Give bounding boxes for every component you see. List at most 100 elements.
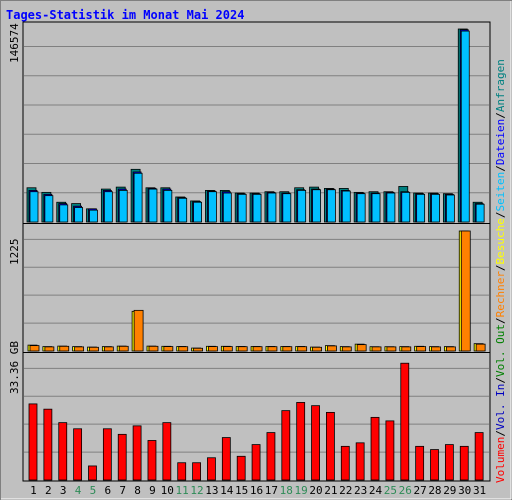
bar-requests-pages — [178, 197, 188, 223]
bar-requests-pages — [74, 207, 84, 223]
bar-volume-total — [266, 432, 276, 481]
bar-requests-pages — [341, 190, 351, 223]
bar-volume-total — [400, 362, 410, 481]
bar-requests-pages — [133, 172, 143, 223]
bar-volume-total — [385, 420, 395, 481]
bar-requests-pages — [475, 203, 485, 223]
x-tick-label: 25 — [384, 484, 397, 497]
bar-volume-total — [444, 444, 454, 481]
bar-requests-pages — [371, 193, 381, 223]
bar-requests-pages — [193, 201, 202, 223]
x-tick-label: 20 — [309, 484, 322, 497]
bar-volume-total — [102, 428, 112, 481]
bar-requests-pages — [267, 192, 277, 223]
bar-volume-total — [474, 432, 484, 481]
side-legend-entry: Besuche — [494, 218, 507, 264]
chart-title: Tages-Statistik im Monat Mai 2024 — [6, 8, 244, 22]
x-tick-label: 14 — [220, 484, 234, 497]
side-legend-entry: Seiten — [494, 172, 507, 212]
bar-requests-pages — [59, 204, 69, 223]
bar-visits-sites — [267, 346, 278, 352]
x-tick-label: 6 — [104, 484, 111, 497]
bar-requests-pages — [237, 193, 247, 223]
x-tick-label: 9 — [149, 484, 156, 497]
bar-visits-sites — [460, 230, 471, 352]
x-tick-label: 16 — [250, 484, 263, 497]
bar-volume-total — [251, 444, 261, 481]
bar-requests-pages — [89, 209, 98, 223]
bar-visits-sites — [371, 346, 382, 352]
bar-visits-sites — [416, 346, 427, 352]
side-legend-separator: / — [494, 264, 507, 271]
bar-visits-sites — [59, 345, 70, 352]
bar-requests-pages — [297, 189, 307, 223]
bar-volume-total — [355, 442, 365, 481]
bar-visits-sites — [401, 346, 412, 352]
x-tick-label: 28 — [428, 484, 441, 497]
bar-requests-pages — [148, 188, 158, 223]
bar-requests-pages — [431, 193, 440, 223]
bar-volume-total — [311, 405, 320, 481]
x-tick-label: 23 — [354, 484, 367, 497]
y-axis-max-label: 1225 — [8, 239, 21, 266]
bar-requests-pages — [386, 192, 396, 223]
bar-requests-pages — [103, 191, 113, 223]
bar-requests-pages — [44, 195, 54, 223]
bar-volume-total — [236, 455, 246, 481]
bar-visits-sites — [148, 345, 159, 352]
bar-requests-pages — [163, 189, 173, 223]
x-tick-label: 1 — [30, 484, 37, 497]
x-tick-label: 27 — [413, 484, 426, 497]
bar-volume-total — [207, 457, 216, 481]
bar-requests-pages — [29, 191, 39, 223]
bar-requests-pages — [401, 191, 411, 223]
side-legend: Volumen/Vol. In/Vol. Out/Rechner/Besuche… — [494, 59, 507, 483]
bar-requests-pages — [208, 191, 217, 223]
bar-requests-pages — [118, 189, 128, 223]
side-legend-separator: / — [494, 211, 507, 218]
x-tick-label: 8 — [134, 484, 141, 497]
side-legend-entry: Anfragen — [494, 59, 507, 112]
y-axis-max-label: 33.36 GB — [8, 341, 21, 394]
x-tick-label: 13 — [205, 484, 218, 497]
x-tick-label: 26 — [399, 484, 412, 497]
bar-volume-total — [43, 408, 53, 481]
bar-visits-sites — [44, 346, 55, 352]
x-tick-label: 29 — [443, 484, 456, 497]
bar-visits-sites — [222, 346, 233, 352]
bar-volume-total — [340, 445, 350, 481]
bar-visits-sites — [118, 345, 129, 352]
bar-volume-total — [192, 462, 201, 481]
bar-volume-total — [73, 428, 83, 481]
bar-visits-sites — [103, 346, 114, 352]
x-tick-label: 3 — [60, 484, 67, 497]
x-tick-label: 15 — [235, 484, 248, 497]
side-legend-entry: Rechner — [494, 271, 507, 318]
bar-visits-sites — [252, 346, 263, 352]
x-tick-label: 30 — [458, 484, 471, 497]
plot-frame — [22, 21, 491, 482]
bar-requests-pages — [356, 193, 366, 223]
bar-volume-total — [281, 410, 291, 481]
side-legend-separator: / — [494, 165, 507, 172]
bar-requests-pages — [416, 193, 426, 223]
bar-visits-sites — [237, 346, 248, 352]
bar-volume-total — [58, 422, 68, 481]
bar-visits-sites — [282, 346, 293, 352]
side-legend-entry: Dateien — [494, 119, 507, 165]
y-axis-max-label: 146574 — [8, 23, 21, 63]
bar-volume-total — [117, 433, 127, 481]
bar-volume-total — [28, 403, 38, 481]
bar-volume-total — [326, 411, 335, 481]
bar-visits-sites — [327, 345, 337, 352]
bar-requests-pages — [222, 192, 232, 223]
bar-volume-total — [88, 465, 97, 481]
bar-requests-pages — [252, 193, 262, 223]
x-tick-label: 4 — [75, 484, 82, 497]
bar-visits-sites — [341, 346, 352, 352]
side-legend-entry: Vol. In — [494, 384, 507, 430]
bar-visits-sites — [193, 347, 203, 352]
side-legend-separator: / — [494, 112, 507, 119]
